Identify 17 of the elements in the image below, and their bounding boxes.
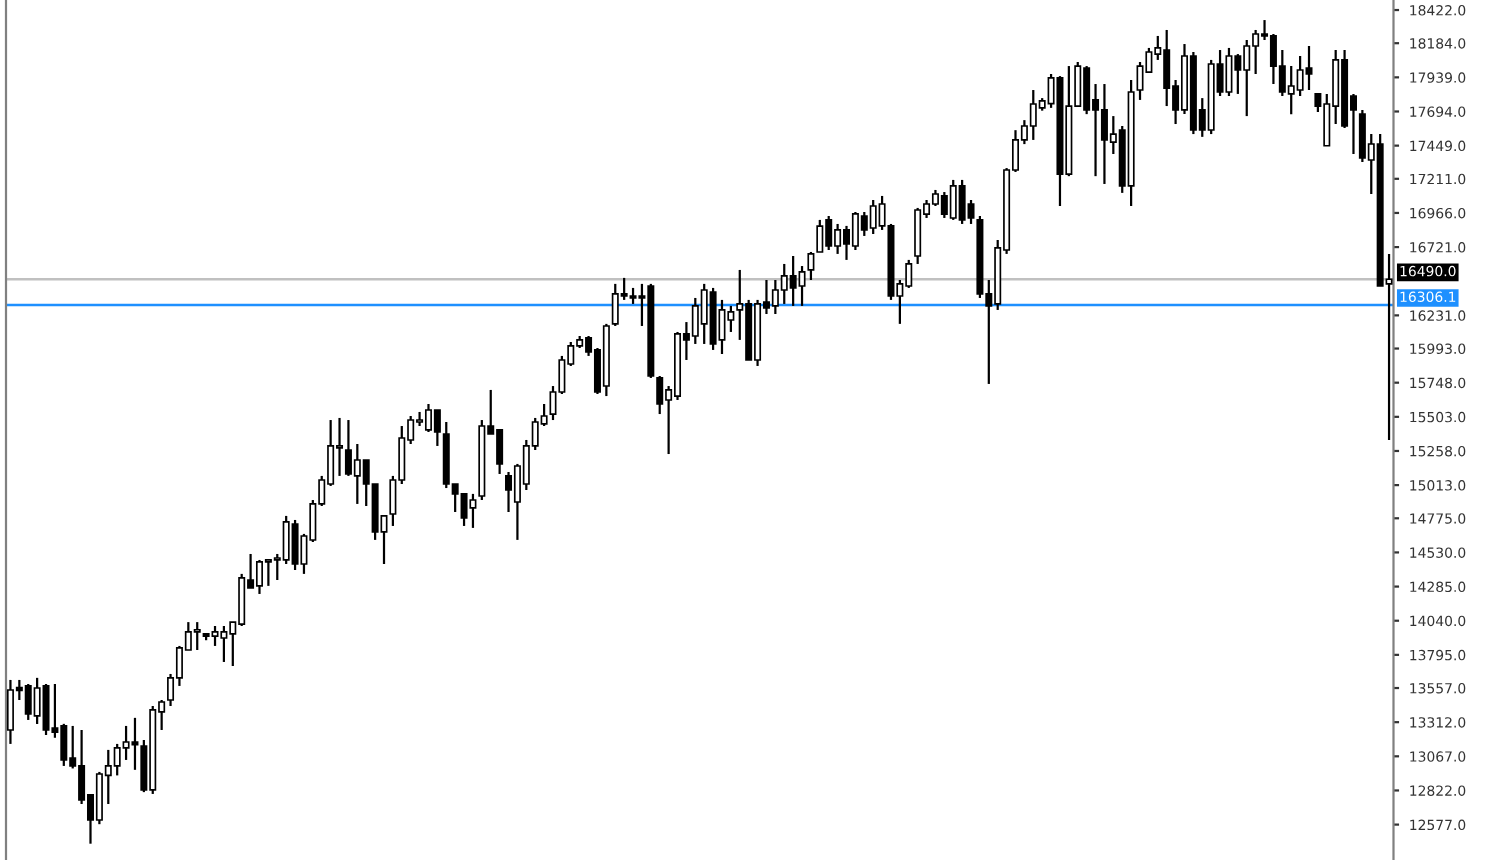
candlestick	[505, 470, 513, 514]
candlestick	[211, 624, 219, 648]
candlestick	[193, 621, 201, 652]
candlestick	[1305, 44, 1313, 92]
candlestick	[798, 264, 806, 308]
candlestick	[42, 682, 50, 737]
candlestick	[914, 206, 922, 266]
candlestick	[122, 724, 130, 762]
candlestick	[656, 374, 664, 416]
candlestick	[718, 298, 726, 356]
candlestick	[433, 408, 441, 448]
candlestick	[220, 624, 228, 664]
candlestick	[816, 218, 824, 254]
candlestick	[291, 518, 299, 572]
candlestick	[1225, 46, 1233, 98]
candlestick	[807, 250, 815, 282]
candlestick	[469, 492, 477, 530]
